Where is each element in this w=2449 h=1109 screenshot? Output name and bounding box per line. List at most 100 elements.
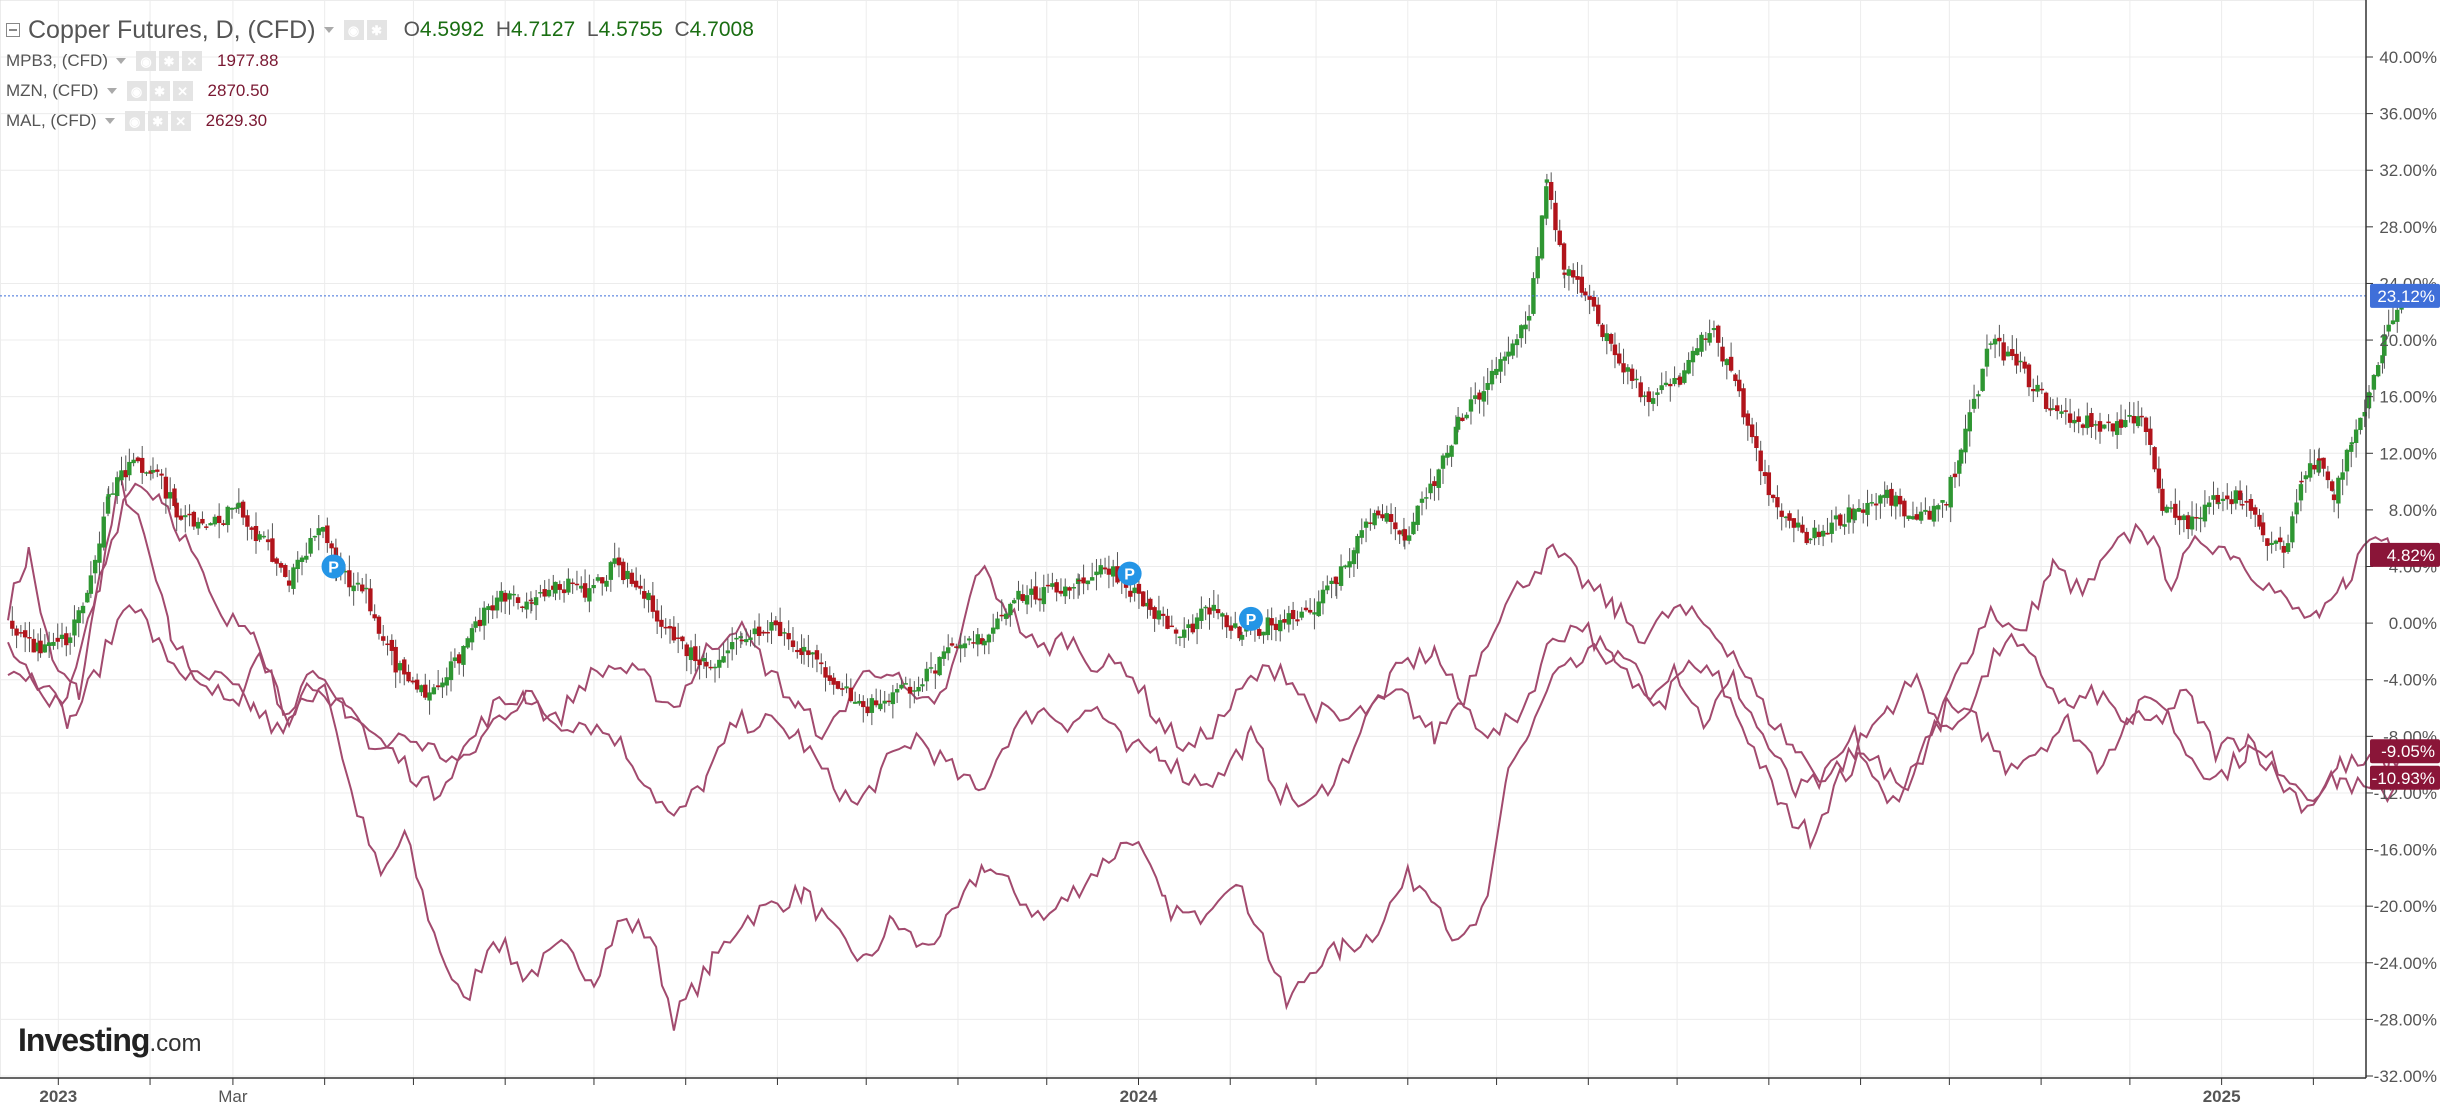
candle[interactable] bbox=[999, 614, 1004, 617]
candle[interactable] bbox=[844, 686, 849, 689]
candle[interactable] bbox=[389, 639, 395, 651]
candle[interactable] bbox=[1720, 346, 1725, 362]
candle[interactable] bbox=[2386, 324, 2391, 332]
candle[interactable] bbox=[1286, 613, 1292, 625]
candle[interactable] bbox=[579, 585, 584, 589]
candle[interactable] bbox=[2375, 365, 2381, 377]
candle[interactable] bbox=[2233, 490, 2239, 504]
candle[interactable] bbox=[1207, 607, 1212, 615]
candle[interactable] bbox=[629, 572, 635, 584]
candle[interactable] bbox=[2148, 428, 2153, 445]
candle[interactable] bbox=[852, 701, 858, 704]
candle[interactable] bbox=[1029, 588, 1034, 595]
candle[interactable] bbox=[907, 686, 913, 694]
candle[interactable] bbox=[59, 634, 65, 639]
candle[interactable] bbox=[1278, 620, 1283, 632]
candle[interactable] bbox=[612, 558, 617, 564]
candle[interactable] bbox=[529, 602, 535, 604]
candle[interactable] bbox=[372, 614, 377, 619]
gear-icon[interactable]: ✱ bbox=[366, 20, 387, 40]
candle[interactable] bbox=[1812, 527, 1817, 539]
candle[interactable] bbox=[1506, 351, 1511, 357]
candle[interactable] bbox=[1380, 514, 1385, 519]
candle[interactable] bbox=[308, 537, 313, 554]
candle[interactable] bbox=[1359, 530, 1364, 538]
candle[interactable] bbox=[1338, 566, 1344, 586]
candle[interactable] bbox=[979, 638, 985, 645]
candle[interactable] bbox=[633, 580, 639, 588]
candle[interactable] bbox=[72, 619, 77, 636]
candle[interactable] bbox=[2294, 502, 2299, 515]
candle[interactable] bbox=[1587, 295, 1592, 300]
candle[interactable] bbox=[2106, 421, 2111, 424]
candle[interactable] bbox=[1918, 511, 1924, 521]
candle[interactable] bbox=[1343, 565, 1348, 568]
candle[interactable] bbox=[1098, 565, 1103, 575]
candle[interactable] bbox=[990, 627, 996, 634]
candle[interactable] bbox=[42, 644, 48, 653]
candle[interactable] bbox=[566, 578, 571, 593]
candle[interactable] bbox=[419, 685, 424, 693]
candle[interactable] bbox=[486, 606, 491, 611]
candle[interactable] bbox=[1544, 186, 1549, 219]
candle[interactable] bbox=[1303, 607, 1309, 611]
candle[interactable] bbox=[2063, 410, 2069, 412]
candle[interactable] bbox=[511, 593, 516, 596]
candle[interactable] bbox=[1856, 508, 1862, 512]
candle[interactable] bbox=[2114, 421, 2120, 435]
candle[interactable] bbox=[1152, 607, 1157, 619]
candle[interactable] bbox=[1071, 586, 1077, 589]
candle[interactable] bbox=[10, 620, 15, 629]
candle[interactable] bbox=[473, 621, 478, 628]
candle[interactable] bbox=[131, 459, 136, 464]
candle[interactable] bbox=[257, 534, 262, 540]
candle[interactable] bbox=[995, 618, 1000, 630]
candle[interactable] bbox=[135, 457, 141, 462]
candle[interactable] bbox=[524, 601, 529, 610]
candle[interactable] bbox=[663, 626, 668, 629]
candle[interactable] bbox=[368, 588, 373, 612]
candle[interactable] bbox=[119, 470, 124, 481]
candle[interactable] bbox=[2005, 351, 2011, 357]
candle[interactable] bbox=[1539, 215, 1545, 259]
candle[interactable] bbox=[2371, 374, 2377, 390]
candle[interactable] bbox=[38, 640, 43, 654]
candle[interactable] bbox=[1050, 583, 1055, 587]
candle[interactable] bbox=[2358, 417, 2363, 430]
candle[interactable] bbox=[958, 644, 963, 649]
candle[interactable] bbox=[2290, 516, 2295, 543]
candle[interactable] bbox=[1604, 333, 1610, 342]
candle[interactable] bbox=[1737, 379, 1742, 392]
candle[interactable] bbox=[456, 654, 462, 664]
candle[interactable] bbox=[402, 659, 407, 675]
candle[interactable] bbox=[1952, 473, 1958, 478]
candle[interactable] bbox=[381, 636, 386, 641]
candle[interactable] bbox=[1156, 610, 1162, 620]
candle[interactable] bbox=[2177, 515, 2182, 521]
candle[interactable] bbox=[1980, 368, 1985, 391]
candle[interactable] bbox=[1436, 469, 1441, 488]
candle[interactable] bbox=[2164, 506, 2169, 513]
candle[interactable] bbox=[1557, 230, 1562, 246]
candle[interactable] bbox=[1544, 179, 1550, 183]
candle[interactable] bbox=[638, 585, 643, 589]
candle[interactable] bbox=[2321, 457, 2326, 469]
candle[interactable] bbox=[1893, 495, 1898, 507]
candle[interactable] bbox=[777, 621, 783, 637]
candle[interactable] bbox=[2173, 503, 2178, 518]
collapse-icon[interactable] bbox=[6, 23, 20, 37]
candle[interactable] bbox=[1081, 577, 1086, 584]
candle[interactable] bbox=[115, 477, 120, 497]
candle[interactable] bbox=[423, 684, 428, 698]
candle[interactable] bbox=[1762, 472, 1768, 477]
candle[interactable] bbox=[1115, 566, 1120, 583]
candle[interactable] bbox=[2135, 416, 2141, 427]
candle[interactable] bbox=[2093, 424, 2098, 426]
candle[interactable] bbox=[1312, 612, 1317, 615]
candle[interactable] bbox=[1485, 383, 1490, 390]
candle[interactable] bbox=[1842, 524, 1847, 527]
candle[interactable] bbox=[1177, 636, 1183, 639]
candle[interactable] bbox=[265, 539, 271, 543]
candle[interactable] bbox=[2022, 361, 2027, 369]
